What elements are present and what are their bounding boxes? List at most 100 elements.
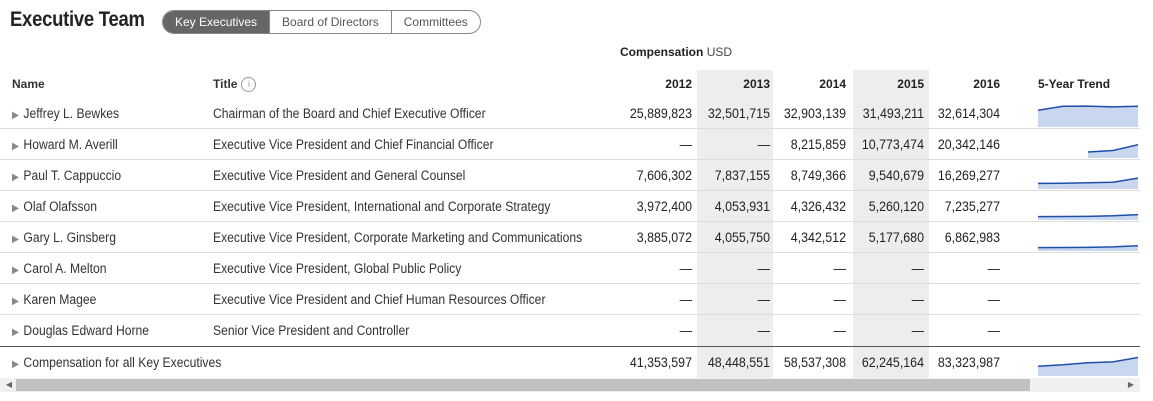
- executive-title: Executive Vice President and General Cou…: [213, 168, 466, 183]
- scroll-right-icon[interactable]: ▶: [1127, 380, 1135, 389]
- executive-title: Executive Vice President, International …: [213, 199, 551, 214]
- table-row[interactable]: ▶ Olaf Olafsson Executive Vice President, …: [0, 191, 1140, 222]
- executive-name[interactable]: ▶ Olaf Olafsson: [12, 191, 97, 224]
- trend-cell: [1037, 98, 1139, 129]
- column-header-trend: 5-Year Trend: [1038, 77, 1111, 91]
- compensation-value: —: [679, 261, 692, 276]
- executive-name[interactable]: ▶ Karen Magee: [12, 284, 96, 317]
- column-header-name: Name: [12, 77, 45, 91]
- tab-committees[interactable]: Committees: [390, 11, 480, 33]
- trend-sparkline: [1038, 253, 1138, 284]
- compensation-value: 25,889,823: [629, 106, 692, 121]
- triangle-right-icon[interactable]: ▶: [12, 296, 19, 307]
- compensation-value: 7,606,302: [636, 168, 692, 183]
- triangle-right-icon[interactable]: ▶: [12, 141, 19, 152]
- compensation-value: 48,448,551: [707, 355, 770, 370]
- horizontal-scrollbar[interactable]: ◀ ▶: [0, 378, 1140, 392]
- trend-line: [1087, 143, 1139, 153]
- compensation-value: 3,972,400: [636, 199, 692, 214]
- tab-key-executives[interactable]: Key Executives: [163, 11, 270, 33]
- compensation-value: 7,837,155: [714, 168, 770, 183]
- trend-line: [1037, 356, 1139, 368]
- tab-group: Key Executives Board of Directors Commit…: [162, 10, 481, 34]
- tab-board-of-directors[interactable]: Board of Directors: [269, 11, 391, 33]
- column-header-title-label: Title: [213, 77, 238, 91]
- compensation-value: 32,614,304: [937, 106, 1000, 121]
- compensation-value: —: [833, 292, 846, 307]
- page-title: Executive Team: [10, 8, 145, 31]
- triangle-right-icon[interactable]: ▶: [12, 265, 19, 276]
- row-divider: [0, 159, 1140, 160]
- trend-cell: [1038, 253, 1138, 284]
- executive-name[interactable]: ▶ Jeffrey L. Bewkes: [12, 98, 119, 131]
- executive-name[interactable]: ▶ Compensation for all Key Executives: [12, 347, 221, 380]
- compensation-value: —: [833, 323, 846, 338]
- executive-name-label[interactable]: Compensation for all Key Executives: [23, 355, 222, 370]
- executive-name-label[interactable]: Jeffrey L. Bewkes: [23, 106, 120, 121]
- table-row[interactable]: ▶ Paul T. Cappuccio Executive Vice Preside…: [0, 160, 1140, 191]
- triangle-right-icon[interactable]: ▶: [12, 110, 19, 121]
- compensation-value: 31,493,211: [862, 106, 924, 121]
- compensation-value: —: [987, 292, 1000, 307]
- trend-area: [1038, 106, 1138, 127]
- executive-name-label[interactable]: Karen Magee: [23, 292, 97, 307]
- row-divider: [0, 283, 1140, 284]
- table-row[interactable]: ▶ Jeffrey L. Bewkes Chairman of the Board …: [0, 98, 1140, 129]
- executive-name[interactable]: ▶ Douglas Edward Horne: [12, 315, 149, 348]
- column-header-year: 2016: [973, 77, 1000, 91]
- compensation-value: 8,749,366: [790, 168, 846, 183]
- executive-name-label[interactable]: Douglas Edward Horne: [23, 323, 150, 338]
- trend-sparkline: [1038, 315, 1138, 346]
- executive-name[interactable]: ▶ Gary L. Ginsberg: [12, 222, 116, 255]
- executive-name[interactable]: ▶ Paul T. Cappuccio: [12, 160, 121, 193]
- trend-cell: [1038, 315, 1138, 346]
- executive-name-label[interactable]: Carol A. Melton: [23, 261, 107, 276]
- triangle-right-icon[interactable]: ▶: [12, 327, 19, 338]
- scroll-left-icon[interactable]: ◀: [5, 380, 13, 389]
- compensation-value: 3,885,072: [636, 230, 692, 245]
- compensation-value: 10,773,474: [861, 137, 924, 152]
- compensation-value: 4,055,750: [714, 230, 770, 245]
- info-icon[interactable]: i: [241, 77, 257, 92]
- triangle-right-icon[interactable]: ▶: [12, 234, 19, 245]
- executive-name-label[interactable]: Howard M. Averill: [23, 137, 118, 152]
- executive-name-label[interactable]: Olaf Olafsson: [23, 199, 98, 214]
- trend-sparkline: [1037, 356, 1139, 376]
- compensation-value: 6,862,983: [944, 230, 1000, 245]
- executive-name[interactable]: ▶ Carol A. Melton: [12, 253, 107, 286]
- compensation-value: —: [757, 261, 770, 276]
- compensation-value: 4,342,512: [790, 230, 846, 245]
- executive-name-label[interactable]: Paul T. Cappuccio: [23, 168, 122, 183]
- table-row[interactable]: ▶ Karen Magee Executive Vice President and…: [0, 284, 1140, 315]
- scroll-thumb[interactable]: [16, 379, 1030, 391]
- compensation-unit: USD: [706, 45, 733, 59]
- trend-sparkline: [1037, 105, 1139, 127]
- total-row[interactable]: ▶ Compensation for all Key Executives 41,3…: [0, 347, 1140, 378]
- compensation-label: Compensation: [620, 45, 704, 59]
- trend-cell: [1037, 222, 1139, 253]
- column-header-year: 2015: [897, 77, 924, 91]
- row-divider: [0, 252, 1140, 253]
- executive-name[interactable]: ▶ Howard M. Averill: [12, 129, 118, 162]
- compensation-value: 16,269,277: [937, 168, 1000, 183]
- compensation-value: —: [911, 261, 924, 276]
- table-row[interactable]: ▶ Howard M. Averill Executive Vice Preside…: [0, 129, 1140, 160]
- compensation-value: 83,323,987: [937, 355, 1000, 370]
- table-row[interactable]: ▶ Gary L. Ginsberg Executive Vice Presiden…: [0, 222, 1140, 253]
- compensation-value: —: [757, 323, 770, 338]
- column-header-year: 2014: [819, 77, 846, 91]
- shaded-column-2013: [697, 70, 773, 378]
- trend-sparkline: [1037, 245, 1139, 251]
- compensation-value: 4,053,931: [714, 199, 770, 214]
- table-row[interactable]: ▶ Douglas Edward Horne Senior Vice Preside…: [0, 315, 1140, 346]
- compensation-caption: Compensation USD: [620, 45, 732, 59]
- total-divider: [0, 346, 1140, 347]
- executive-name-label[interactable]: Gary L. Ginsberg: [23, 230, 116, 245]
- compensation-value: 20,342,146: [937, 137, 1000, 152]
- table-row[interactable]: ▶ Carol A. Melton Executive Vice President…: [0, 253, 1140, 284]
- triangle-right-icon[interactable]: ▶: [12, 359, 19, 370]
- compensation-value: —: [911, 323, 924, 338]
- compensation-value: 4,326,432: [790, 199, 846, 214]
- triangle-right-icon[interactable]: ▶: [12, 172, 19, 183]
- triangle-right-icon[interactable]: ▶: [12, 203, 19, 214]
